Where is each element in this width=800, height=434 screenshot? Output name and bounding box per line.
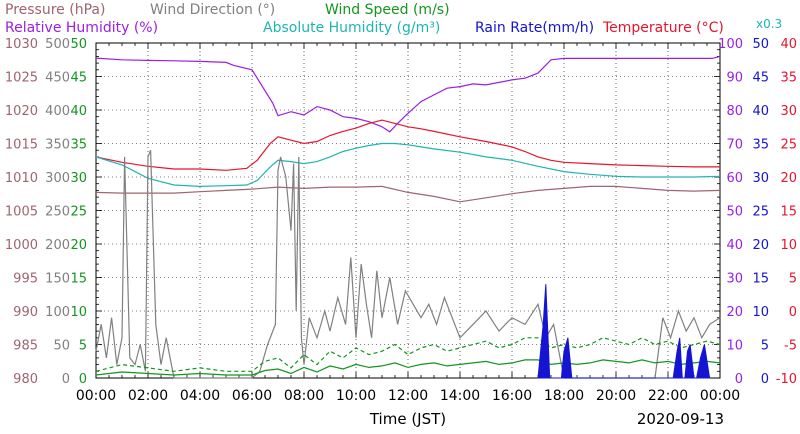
wind-speed-tick-label: 0 [79,372,87,387]
wind-direction-tick-label: 450 [45,71,70,86]
relative-humidity-tick-label: 70 [726,138,743,153]
pressure-tick-label: 1015 [5,138,38,153]
pressure-tick-label: 1030 [5,37,38,52]
relative-humidity-tick-label: 50 [726,205,743,220]
legend-scale-note: x0.3 [756,17,783,31]
temperature-tick-label: 35 [780,71,797,86]
x-tick-label: 20:00 [596,388,636,404]
legend-absolute-humidity: Absolute Humidity (g/m³) [263,20,441,36]
series-temperature-c [95,119,720,171]
wind-direction-tick-label: 350 [45,138,70,153]
x-tick-label: 04:00 [180,388,220,404]
x-tick-label: 14:00 [440,388,480,404]
rain-rate-tick-label: 35 [752,138,769,153]
pressure-tick-label: 985 [13,339,38,354]
rain-rate-tick-label: 50 [752,37,769,52]
x-tick-label: 10:00 [336,388,376,404]
wind-direction-tick-label: 400 [45,104,70,119]
pressure-tick-label: 1025 [5,71,38,86]
wind-speed-tick-label: 15 [70,272,87,287]
wind-direction-tick-label: 300 [45,171,70,186]
rain-rate-tick-label: 20 [752,238,769,253]
x-axis-label: Time (JST) [369,410,446,428]
wind-direction-tick-label: 150 [45,272,70,287]
pressure-tick-label: 1005 [5,205,38,220]
wind-direction-tick-label: 0 [62,372,70,387]
temperature-tick-label: 20 [780,171,797,186]
x-tick-label: 00:00 [76,388,116,404]
wind-direction-tick-label: 100 [45,305,70,320]
rain-rate-tick-label: 5 [761,339,769,354]
series-rain-rate-mm-h [537,284,711,379]
rain-rate-tick-label: 10 [752,305,769,320]
x-tick-label: 16:00 [492,388,532,404]
series-absolute-humidity-g-m [95,142,721,188]
wind-speed-tick-label: 10 [70,305,87,320]
relative-humidity-tick-label: 100 [718,37,743,52]
temperature-tick-label: -10 [776,372,797,387]
pressure-tick-label: 980 [13,372,38,387]
relative-humidity-tick-label: 90 [726,71,743,86]
wind-speed-tick-label: 40 [70,104,87,119]
legend-temperature: Temperature (°C) [603,20,724,36]
relative-humidity-tick-label: 40 [726,238,743,253]
rain-rate-tick-label: 40 [752,104,769,119]
wind-speed-tick-label: 25 [70,205,87,220]
x-tick-label: 08:00 [284,388,324,404]
x-tick-label: 18:00 [544,388,584,404]
wind-direction-tick-label: 500 [45,37,70,52]
series-wind-direction [95,149,721,379]
pressure-tick-label: 1010 [5,171,38,186]
rain-rate-tick-label: 0 [761,372,769,387]
x-tick-label: 06:00 [232,388,272,404]
series-pressure-hpa [95,185,721,203]
legend-wind-direction: Wind Direction (°) [150,2,276,18]
wind-direction-tick-label: 250 [45,205,70,220]
legend-rain-rate: Rain Rate(mm/h) [475,20,595,36]
series-relative-humidity [95,55,721,133]
relative-humidity-tick-label: 80 [726,104,743,119]
rain-rate-tick-label: 45 [752,71,769,86]
wind-direction-tick-label: 50 [53,339,70,354]
pressure-tick-label: 1020 [5,104,38,119]
pressure-tick-label: 1000 [5,238,38,253]
date-label: 2020-09-13 [637,410,724,428]
wind-speed-tick-label: 5 [79,339,87,354]
wind-speed-tick-label: 45 [70,71,87,86]
temperature-tick-label: 30 [780,104,797,119]
wind-speed-tick-label: 50 [70,37,87,52]
relative-humidity-tick-label: 20 [726,305,743,320]
legend-wind-speed: Wind Speed (m/s) [325,2,450,18]
temperature-tick-label: 10 [780,238,797,253]
legend-pressure: Pressure (hPa) [5,2,106,18]
temperature-tick-label: 15 [780,205,797,220]
x-tick-label: 02:00 [128,388,168,404]
temperature-tick-label: 40 [780,37,797,52]
wind-direction-tick-label: 200 [45,238,70,253]
relative-humidity-tick-label: 60 [726,171,743,186]
wind-speed-tick-label: 35 [70,138,87,153]
x-tick-label: 22:00 [648,388,688,404]
x-tick-label: 12:00 [388,388,428,404]
temperature-tick-label: 5 [789,272,797,287]
series-wind-speed-m-s-average [95,359,721,376]
relative-humidity-tick-label: 30 [726,272,743,287]
pressure-tick-label: 995 [13,272,38,287]
relative-humidity-tick-label: 10 [726,339,743,354]
rain-rate-tick-label: 15 [752,272,769,287]
temperature-tick-label: -5 [784,339,797,354]
wind-speed-tick-label: 20 [70,238,87,253]
temperature-tick-label: 0 [789,305,797,320]
legend-relative-humidity: Relative Humidity (%) [5,20,159,36]
rain-rate-tick-label: 30 [752,171,769,186]
series-wind-speed-m-s [95,337,721,372]
wind-speed-tick-label: 30 [70,171,87,186]
relative-humidity-tick-label: 0 [735,372,743,387]
pressure-tick-label: 990 [13,305,38,320]
rain-rate-tick-label: 25 [752,205,769,220]
x-tick-label: 00:00 [700,388,740,404]
temperature-tick-label: 25 [780,138,797,153]
